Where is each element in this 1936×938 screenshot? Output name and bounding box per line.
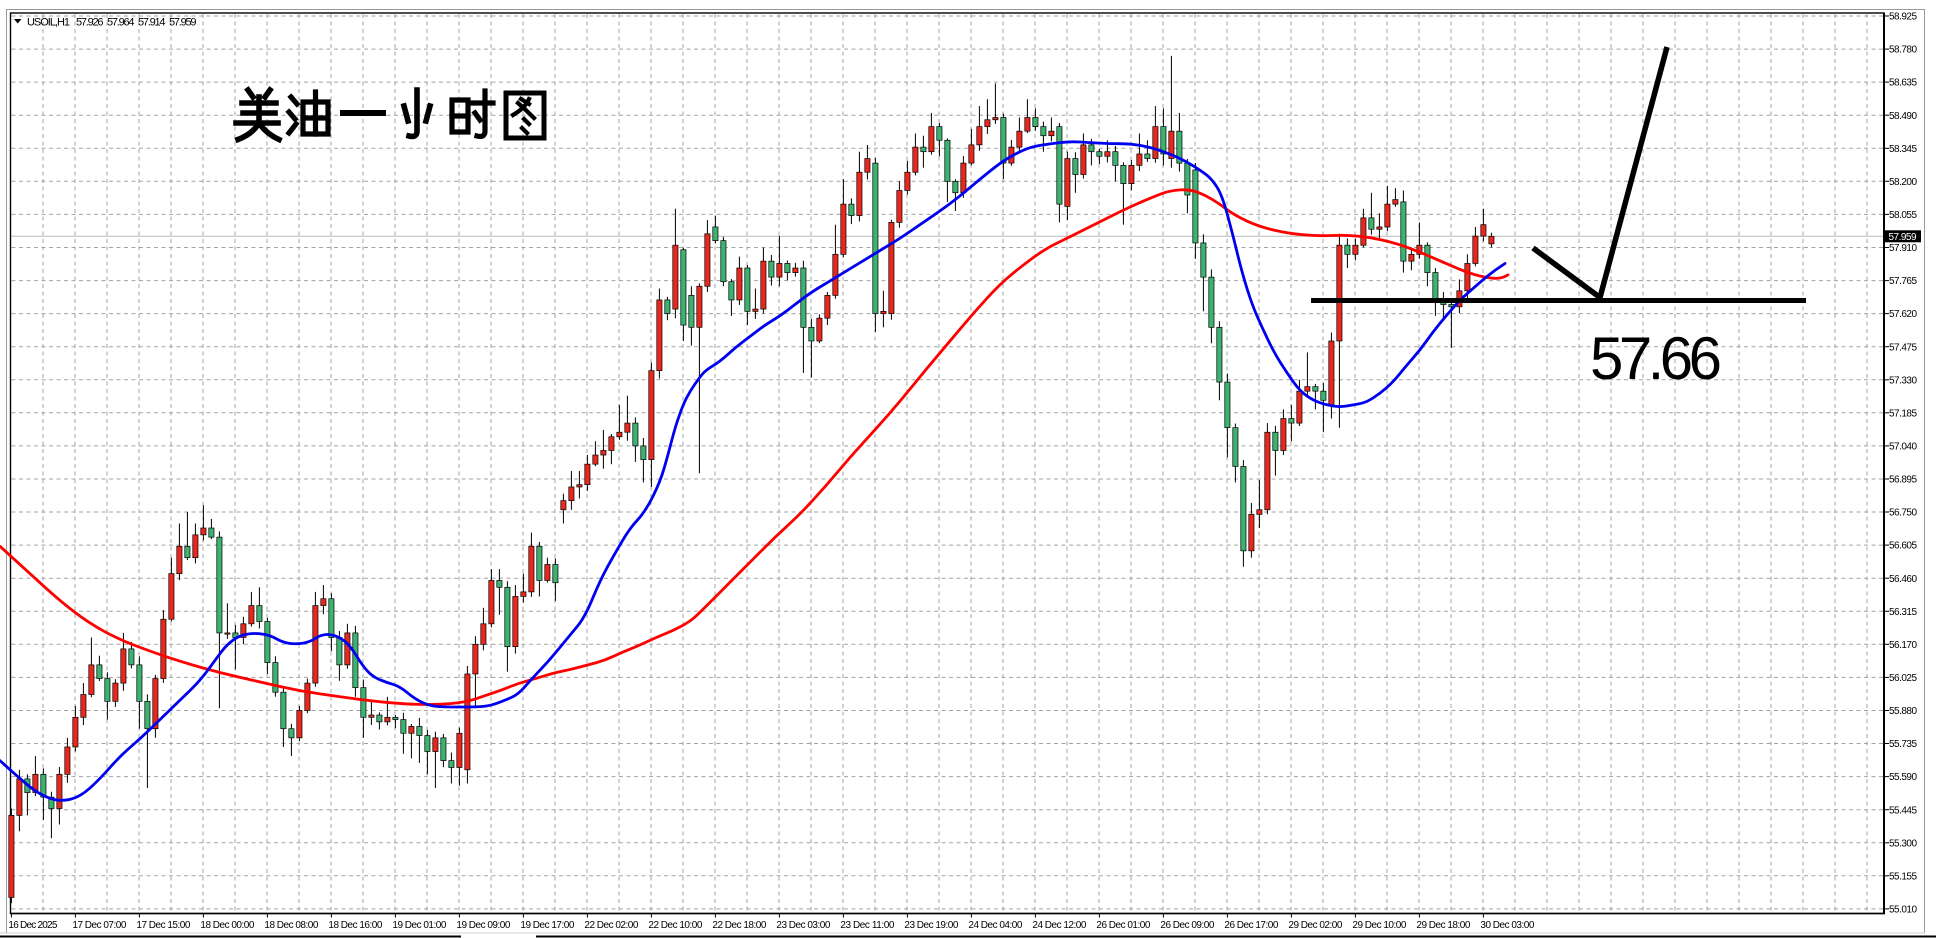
- svg-text:55.735: 55.735: [1889, 739, 1917, 750]
- svg-text:19 Dec 17:00: 19 Dec 17:00: [520, 920, 574, 931]
- svg-text:23 Dec 03:00: 23 Dec 03:00: [776, 920, 830, 931]
- svg-text:55.300: 55.300: [1889, 838, 1917, 849]
- svg-text:58.635: 58.635: [1889, 78, 1917, 89]
- svg-text:56.315: 56.315: [1889, 607, 1917, 618]
- svg-text:17 Dec 15:00: 17 Dec 15:00: [136, 920, 190, 931]
- svg-text:56.895: 56.895: [1889, 475, 1917, 486]
- svg-text:22 Dec 18:00: 22 Dec 18:00: [712, 920, 766, 931]
- svg-text:58.780: 58.780: [1889, 45, 1917, 56]
- svg-text:23 Dec 19:00: 23 Dec 19:00: [904, 920, 958, 931]
- svg-text:56.460: 56.460: [1889, 574, 1917, 585]
- svg-text:57.765: 57.765: [1889, 276, 1917, 287]
- svg-text:57.185: 57.185: [1889, 408, 1917, 419]
- svg-text:22 Dec 02:00: 22 Dec 02:00: [584, 920, 638, 931]
- svg-text:30 Dec 03:00: 30 Dec 03:00: [1480, 920, 1534, 931]
- svg-text:57.475: 57.475: [1889, 342, 1917, 353]
- svg-text:23 Dec 11:00: 23 Dec 11:00: [840, 920, 894, 931]
- svg-text:26 Dec 09:00: 26 Dec 09:00: [1160, 920, 1214, 931]
- svg-text:57.66: 57.66: [1590, 325, 1722, 392]
- svg-text:29 Dec 10:00: 29 Dec 10:00: [1352, 920, 1406, 931]
- svg-text:29 Dec 02:00: 29 Dec 02:00: [1288, 920, 1342, 931]
- svg-text:55.445: 55.445: [1889, 805, 1917, 816]
- svg-text:16 Dec 2025: 16 Dec 2025: [8, 920, 57, 931]
- svg-text:58.200: 58.200: [1889, 177, 1917, 188]
- svg-text:26 Dec 17:00: 26 Dec 17:00: [1224, 920, 1278, 931]
- svg-text:55.880: 55.880: [1889, 706, 1917, 717]
- svg-text:56.605: 56.605: [1889, 541, 1917, 552]
- svg-text:18 Dec 16:00: 18 Dec 16:00: [328, 920, 382, 931]
- svg-text:57.914: 57.914: [138, 17, 166, 29]
- svg-text:55.010: 55.010: [1889, 905, 1917, 916]
- svg-text:17 Dec 07:00: 17 Dec 07:00: [72, 920, 126, 931]
- svg-text:58.490: 58.490: [1889, 111, 1917, 122]
- svg-text:56.170: 56.170: [1889, 640, 1917, 651]
- svg-text:24 Dec 04:00: 24 Dec 04:00: [968, 920, 1022, 931]
- svg-text:57.926: 57.926: [76, 17, 104, 29]
- svg-text:55.155: 55.155: [1889, 871, 1917, 882]
- svg-text:57.964: 57.964: [107, 17, 135, 29]
- svg-text:18 Dec 08:00: 18 Dec 08:00: [264, 920, 318, 931]
- svg-text:26 Dec 01:00: 26 Dec 01:00: [1096, 920, 1150, 931]
- svg-text:18 Dec 00:00: 18 Dec 00:00: [200, 920, 254, 931]
- svg-text:19 Dec 01:00: 19 Dec 01:00: [392, 920, 446, 931]
- svg-text:24 Dec 12:00: 24 Dec 12:00: [1032, 920, 1086, 931]
- svg-text:56.025: 56.025: [1889, 673, 1917, 684]
- svg-text:58.925: 58.925: [1889, 12, 1917, 23]
- svg-text:57.959: 57.959: [1889, 232, 1917, 243]
- svg-text:58.345: 58.345: [1889, 144, 1917, 155]
- svg-text:57.330: 57.330: [1889, 375, 1917, 386]
- svg-text:55.590: 55.590: [1889, 772, 1917, 783]
- svg-text:57.959: 57.959: [169, 17, 197, 29]
- svg-text:56.750: 56.750: [1889, 508, 1917, 519]
- svg-text:58.055: 58.055: [1889, 210, 1917, 221]
- svg-text:57.620: 57.620: [1889, 309, 1917, 320]
- svg-text:57.910: 57.910: [1889, 243, 1917, 254]
- svg-text:57.040: 57.040: [1889, 442, 1917, 453]
- svg-text:19 Dec 09:00: 19 Dec 09:00: [456, 920, 510, 931]
- svg-text:USOIL,H1: USOIL,H1: [27, 17, 70, 29]
- svg-text:29 Dec 18:00: 29 Dec 18:00: [1416, 920, 1470, 931]
- svg-text:22 Dec 10:00: 22 Dec 10:00: [648, 920, 702, 931]
